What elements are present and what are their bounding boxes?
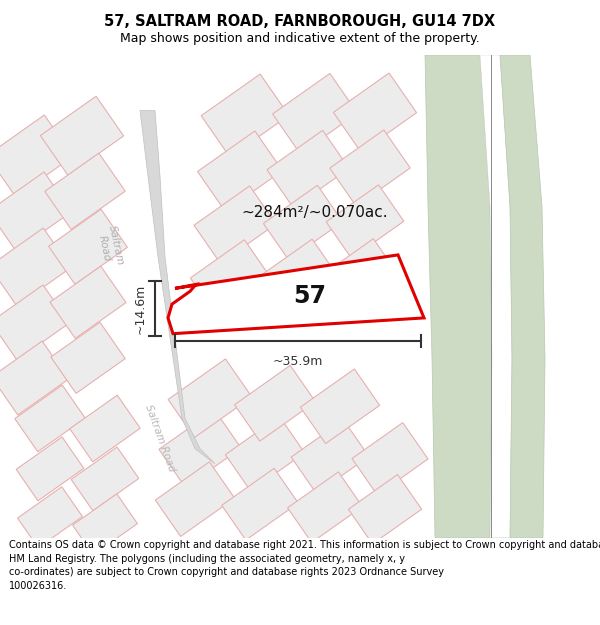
Text: ~35.9m: ~35.9m xyxy=(273,355,323,367)
Polygon shape xyxy=(155,462,235,536)
Polygon shape xyxy=(71,447,139,511)
Text: ~284m²/~0.070ac.: ~284m²/~0.070ac. xyxy=(242,205,388,220)
Polygon shape xyxy=(0,228,71,306)
Polygon shape xyxy=(301,369,380,444)
Polygon shape xyxy=(0,285,70,360)
Text: ~14.6m: ~14.6m xyxy=(134,283,147,334)
Polygon shape xyxy=(291,420,369,494)
Polygon shape xyxy=(70,395,140,462)
Polygon shape xyxy=(352,422,428,495)
Polygon shape xyxy=(50,266,126,339)
Polygon shape xyxy=(0,172,71,251)
Polygon shape xyxy=(49,209,127,284)
Polygon shape xyxy=(263,185,343,260)
Polygon shape xyxy=(235,366,316,441)
Polygon shape xyxy=(40,96,124,175)
Text: Saltram
Road: Saltram Road xyxy=(95,224,125,269)
Polygon shape xyxy=(194,186,276,263)
Polygon shape xyxy=(168,255,424,334)
Polygon shape xyxy=(0,341,68,415)
Text: 57, SALTRAM ROAD, FARNBOROUGH, GU14 7DX: 57, SALTRAM ROAD, FARNBOROUGH, GU14 7DX xyxy=(104,14,496,29)
Polygon shape xyxy=(326,185,404,258)
Text: 57: 57 xyxy=(293,284,326,308)
Text: Contains OS data © Crown copyright and database right 2021. This information is : Contains OS data © Crown copyright and d… xyxy=(9,540,600,591)
Text: Saltram Road: Saltram Road xyxy=(143,404,177,474)
Polygon shape xyxy=(190,240,269,314)
Polygon shape xyxy=(480,55,512,538)
Text: Map shows position and indicative extent of the property.: Map shows position and indicative extent… xyxy=(120,32,480,45)
Polygon shape xyxy=(222,468,298,540)
Polygon shape xyxy=(349,474,422,544)
Polygon shape xyxy=(323,239,397,309)
Polygon shape xyxy=(272,73,358,154)
Polygon shape xyxy=(140,111,215,464)
Polygon shape xyxy=(267,131,349,208)
Polygon shape xyxy=(425,55,492,538)
Polygon shape xyxy=(201,74,289,157)
Polygon shape xyxy=(334,73,416,152)
Polygon shape xyxy=(500,55,545,538)
Polygon shape xyxy=(159,410,241,488)
Polygon shape xyxy=(330,130,410,206)
Polygon shape xyxy=(260,239,336,311)
Polygon shape xyxy=(15,385,85,452)
Polygon shape xyxy=(0,115,73,197)
Polygon shape xyxy=(197,131,283,211)
Polygon shape xyxy=(168,359,252,438)
Polygon shape xyxy=(17,487,82,548)
Polygon shape xyxy=(73,494,137,555)
Polygon shape xyxy=(226,416,305,491)
Polygon shape xyxy=(51,322,125,393)
Polygon shape xyxy=(45,153,125,229)
Polygon shape xyxy=(16,437,84,501)
Polygon shape xyxy=(287,472,362,542)
